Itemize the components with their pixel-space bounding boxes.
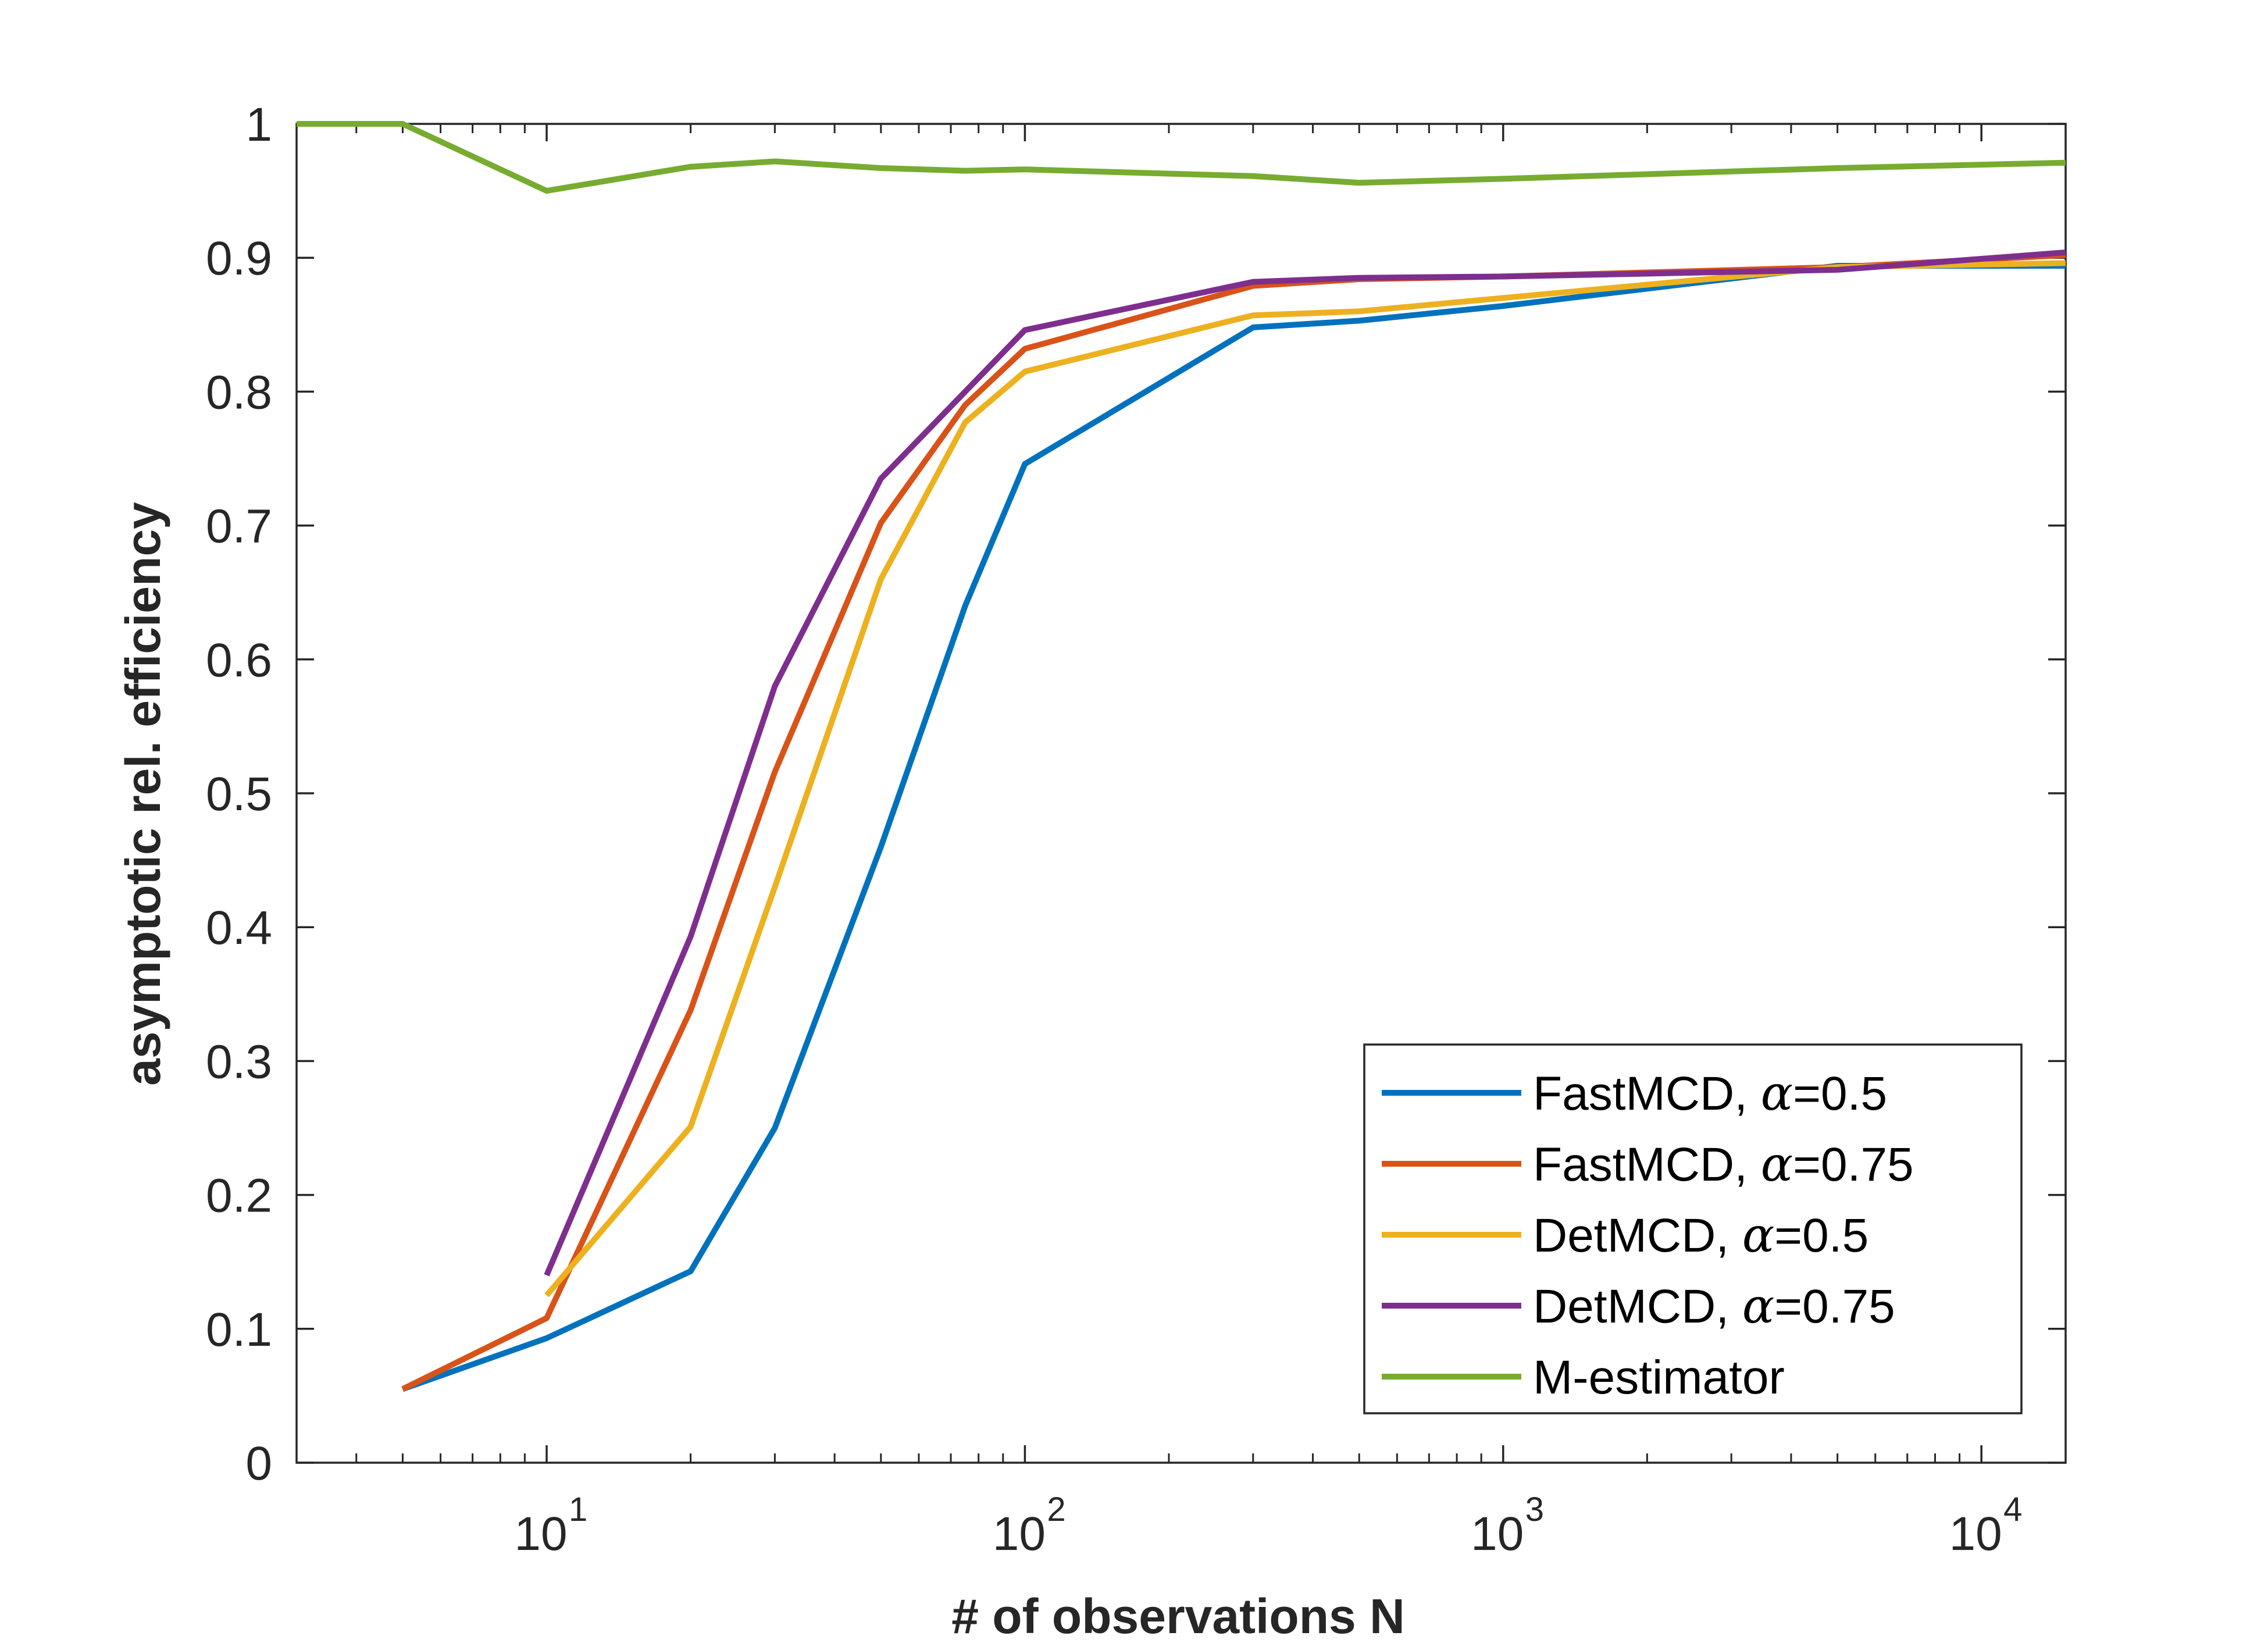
legend-label-1: FastMCD, α=0.5 [1533, 1066, 1887, 1121]
y-tick-label: 0 [245, 1437, 272, 1490]
x-tick-exponent: 4 [2003, 1491, 2022, 1528]
y-tick-label: 0.7 [206, 500, 272, 553]
y-axis-title: asymptotic rel. efficiency [116, 502, 170, 1086]
y-axis: 0 0.1 0.2 0.3 0.4 0.5 0.6 0.7 0.8 0.9 1 [206, 98, 2066, 1490]
y-tick-label: 0.8 [206, 366, 272, 419]
y-tick-label: 0.4 [206, 901, 272, 954]
x-tick-exponent: 1 [569, 1491, 587, 1528]
x-tick-label: 10 [514, 1507, 567, 1560]
legend: FastMCD, α=0.5 FastMCD, α=0.75 DetMCD, α=0… [1363, 1043, 2023, 1414]
y-tick-label: 0.2 [206, 1170, 272, 1223]
series-line-4 [544, 250, 2066, 1277]
x-axis-title: # of observations N [951, 1589, 1405, 1643]
x-tick-label: 10 [993, 1507, 1046, 1560]
y-tick-label: 0.1 [206, 1303, 272, 1356]
x-tick-exponent: 3 [1525, 1491, 1544, 1528]
series-line-5 [297, 121, 2066, 194]
y-tick-label: 0.3 [206, 1035, 272, 1088]
x-tick-label: 10 [1471, 1507, 1524, 1560]
legend-label-2: FastMCD, α=0.75 [1533, 1137, 1914, 1192]
legend-label-3: DetMCD, α=0.5 [1533, 1208, 1868, 1263]
x-tick-label: 10 [1949, 1507, 2002, 1560]
x-tick-exponent: 2 [1047, 1491, 1065, 1528]
legend-label-4: DetMCD, α=0.75 [1533, 1279, 1895, 1334]
series-line-1 [401, 263, 2066, 1392]
y-tick-label: 0.6 [206, 634, 272, 687]
y-tick-label: 0.9 [206, 232, 272, 285]
y-tick-label: 0.5 [206, 768, 272, 821]
series-line-3 [544, 260, 2066, 1298]
legend-box [1363, 1043, 2023, 1414]
x-axis: 10 1 10 2 10 3 10 4 [355, 124, 2022, 1560]
legend-label-5: M-estimator [1533, 1351, 1785, 1404]
series-layer [297, 121, 2066, 1392]
y-tick-label: 1 [245, 98, 272, 151]
